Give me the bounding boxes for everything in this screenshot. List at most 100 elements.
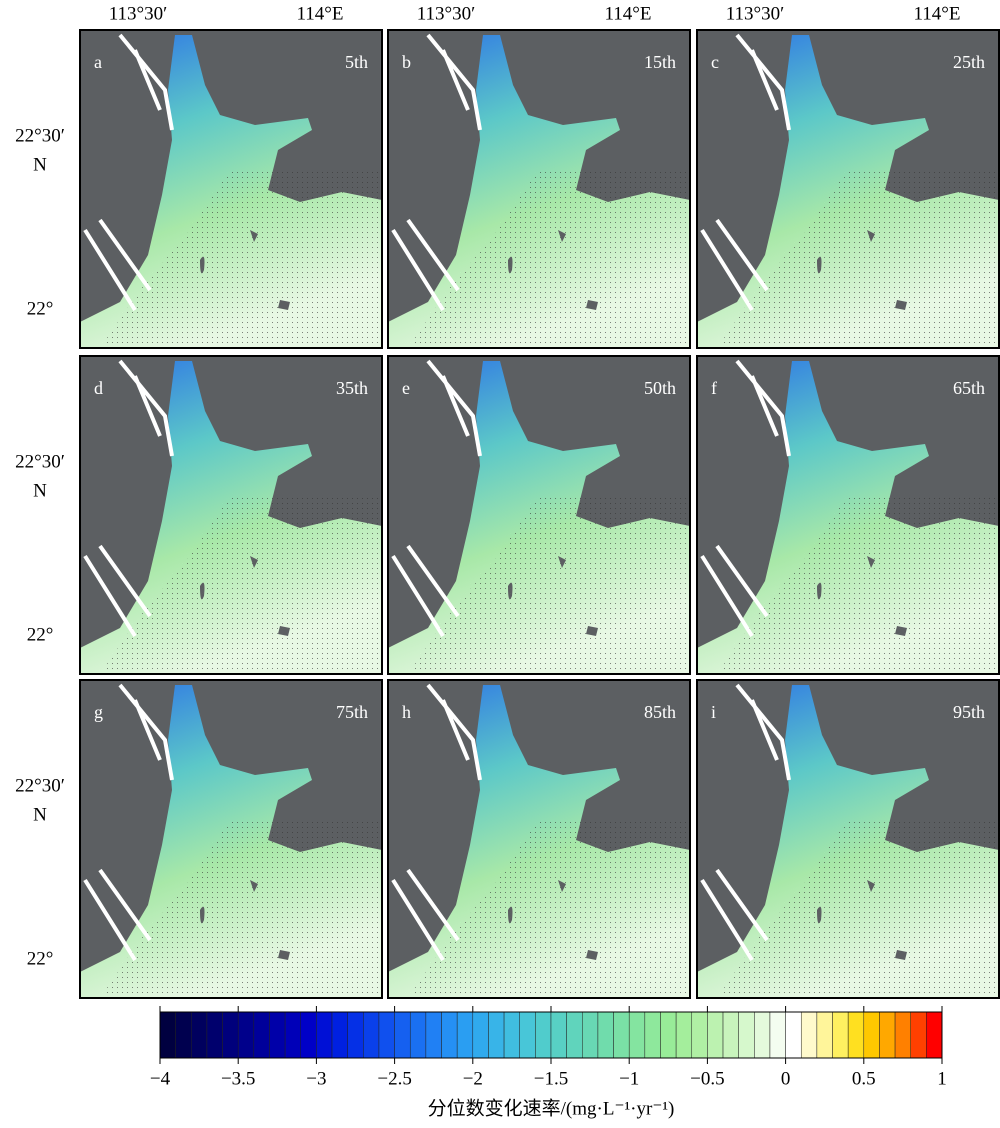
panel-frame (696, 355, 1000, 675)
lon-label: 113°30′ (417, 3, 476, 24)
colorbar-cell (566, 1011, 583, 1059)
panel-percentile: 75th (336, 702, 368, 722)
panel-percentile: 85th (644, 702, 676, 722)
colorbar-cell (926, 1011, 943, 1059)
panel-percentile: 95th (953, 702, 985, 722)
colorbar-cell (472, 1011, 489, 1059)
lat-label: N (33, 480, 47, 501)
colorbar-cell (456, 1011, 474, 1059)
lat-label: 22° (27, 298, 54, 319)
panel-percentile: 50th (644, 378, 676, 398)
panel-frame (696, 679, 1000, 999)
panel-letter: g (94, 702, 103, 722)
colorbar-cell (503, 1011, 520, 1059)
panel-frame (387, 679, 691, 999)
colorbar-cell (425, 1011, 442, 1059)
colorbar-cell (331, 1011, 348, 1059)
colorbar-cell (394, 1011, 411, 1059)
panel-frame (387, 29, 691, 349)
colorbar-cell (613, 1011, 630, 1059)
colorbar-tick-label: 0.5 (852, 1068, 876, 1089)
colorbar-cell (691, 1011, 708, 1059)
colorbar-cell (519, 1011, 536, 1059)
colorbar-cell (222, 1011, 239, 1059)
colorbar-cell (378, 1011, 395, 1059)
colorbar-cell (754, 1011, 771, 1059)
colorbar-cell (253, 1011, 270, 1059)
colorbar-tick-label: −1.5 (534, 1068, 568, 1089)
map-panel (78, 28, 384, 350)
panel-percentile: 35th (336, 378, 368, 398)
lon-label: 113°30′ (109, 3, 168, 24)
colorbar-cell (441, 1011, 458, 1059)
colorbar-cell (300, 1011, 317, 1059)
panel-frame (79, 679, 383, 999)
panel-frame (696, 29, 1000, 349)
colorbar-cell (316, 1011, 333, 1059)
lat-label: N (33, 804, 47, 825)
colorbar-cell (550, 1011, 567, 1059)
colorbar-tick-label: −1 (619, 1068, 639, 1089)
panel-frame (79, 29, 383, 349)
panel-percentile: 5th (345, 52, 368, 72)
colorbar-cell (675, 1011, 693, 1059)
map-panel (695, 28, 1000, 350)
colorbar-cell (237, 1011, 255, 1059)
colorbar-cell (347, 1011, 364, 1059)
map-panel (78, 354, 384, 676)
colorbar-cell (159, 1011, 176, 1059)
map-panel (386, 354, 692, 676)
panel-letter: b (402, 52, 411, 72)
panel-percentile: 15th (644, 52, 676, 72)
colorbar-cell (644, 1011, 661, 1059)
lon-label: 114°E (605, 3, 652, 24)
map-panel (695, 354, 1000, 676)
colorbar-cell (597, 1011, 614, 1059)
map-panel (695, 678, 1000, 1000)
panel-percentile: 25th (953, 52, 985, 72)
panel-letter: c (711, 52, 719, 72)
map-panel (78, 678, 384, 1000)
lat-label: 22° (27, 624, 54, 645)
colorbar-cell (738, 1011, 755, 1059)
panel-letter: i (711, 702, 716, 722)
colorbar-cell (488, 1011, 505, 1059)
colorbar-cell (707, 1011, 724, 1059)
colorbar-tick-label: −3.5 (221, 1068, 255, 1089)
colorbar-label: 分位数变化速率/(mg·L⁻¹·yr⁻¹) (428, 1097, 675, 1119)
lat-label: N (33, 154, 47, 175)
colorbar-tick-label: −0.5 (690, 1068, 724, 1089)
colorbar-cell (894, 1011, 911, 1059)
colorbar-tick-label: 1 (937, 1068, 947, 1089)
colorbar-cell (660, 1011, 677, 1059)
lon-label: 113°30′ (726, 3, 785, 24)
colorbar-cell (269, 1011, 286, 1059)
colorbar-cell (363, 1011, 380, 1059)
colorbar-cell (910, 1011, 927, 1059)
panel-frame (79, 355, 383, 675)
colorbar-cell (191, 1011, 208, 1059)
colorbar-cell (284, 1011, 302, 1059)
colorbar-tick-label: −3 (306, 1068, 326, 1089)
lat-label: 22°30′ (15, 125, 65, 146)
colorbar-cell (582, 1011, 599, 1059)
panel-letter: f (711, 378, 717, 398)
panel-letter: a (94, 52, 102, 72)
colorbar-cell (175, 1011, 192, 1059)
colorbar-cell (785, 1011, 802, 1059)
colorbar-cell (879, 1011, 896, 1059)
lat-label: 22°30′ (15, 451, 65, 472)
colorbar-cell (769, 1011, 786, 1059)
lat-label: 22° (27, 948, 54, 969)
lon-label: 114°E (914, 3, 961, 24)
map-panel (386, 28, 692, 350)
panel-percentile: 65th (953, 378, 985, 398)
colorbar-cell (863, 1011, 880, 1059)
lat-label: 22°30′ (15, 775, 65, 796)
colorbar-cell (409, 1011, 427, 1059)
colorbar-cell (535, 1011, 552, 1059)
panel-letter: e (402, 378, 410, 398)
colorbar-cell (847, 1011, 865, 1059)
panel-letter: h (402, 702, 411, 722)
